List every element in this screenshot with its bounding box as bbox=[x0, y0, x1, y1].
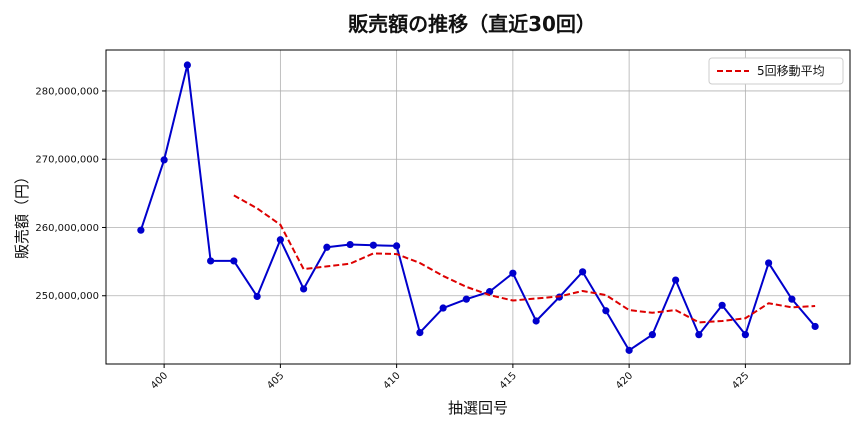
data-point-sales bbox=[253, 292, 261, 301]
data-point-sales bbox=[579, 268, 587, 276]
data-point-sales bbox=[602, 307, 610, 315]
y-tick-label: 250,000,000 bbox=[35, 291, 99, 302]
data-point-sales bbox=[416, 329, 424, 337]
data-point-sales bbox=[625, 346, 633, 354]
plot-frame bbox=[105, 49, 851, 365]
data-point-sales bbox=[811, 322, 819, 331]
series-layer bbox=[137, 61, 819, 354]
data-point-sales bbox=[230, 257, 238, 265]
data-point-sales bbox=[462, 295, 470, 303]
y-tick-label: 280,000,000 bbox=[35, 86, 99, 97]
series-line-sales bbox=[139, 64, 816, 352]
data-point-sales bbox=[207, 257, 215, 265]
data-point-sales bbox=[276, 236, 284, 244]
data-point-sales bbox=[439, 304, 447, 312]
data-point-sales bbox=[788, 295, 796, 303]
y-tick-label: 270,000,000 bbox=[35, 155, 99, 166]
data-point-sales bbox=[648, 331, 656, 339]
y-tick-label: 260,000,000 bbox=[35, 223, 99, 234]
data-point-sales bbox=[509, 269, 517, 277]
data-point-sales bbox=[672, 276, 680, 284]
data-point-sales bbox=[393, 242, 401, 250]
grid bbox=[106, 50, 850, 364]
series-line-moving-average bbox=[233, 194, 816, 324]
legend: 5回移動平均 bbox=[708, 57, 844, 85]
data-point-sales bbox=[741, 331, 749, 339]
legend-box bbox=[708, 57, 844, 85]
y-axis: 250,000,000 260,000,000 270,000,000 280,000… bbox=[35, 86, 106, 302]
y-axis-label: 販売額（円） bbox=[13, 169, 31, 259]
data-point-sales bbox=[718, 301, 726, 309]
x-axis-label: 抽選回号 bbox=[448, 399, 508, 417]
data-point-sales bbox=[160, 156, 168, 164]
data-point-sales bbox=[346, 240, 354, 249]
legend-label-moving-average: 5回移動平均 bbox=[757, 64, 825, 78]
data-point-sales bbox=[300, 285, 308, 293]
data-point-sales bbox=[183, 61, 191, 69]
chart-title: 販売額の推移（直近30回） bbox=[348, 12, 596, 36]
data-point-sales bbox=[137, 226, 145, 234]
data-point-sales bbox=[323, 243, 331, 251]
data-point-sales bbox=[369, 241, 377, 249]
data-point-sales bbox=[765, 259, 773, 267]
data-point-sales bbox=[695, 331, 703, 339]
data-point-sales bbox=[532, 317, 540, 325]
